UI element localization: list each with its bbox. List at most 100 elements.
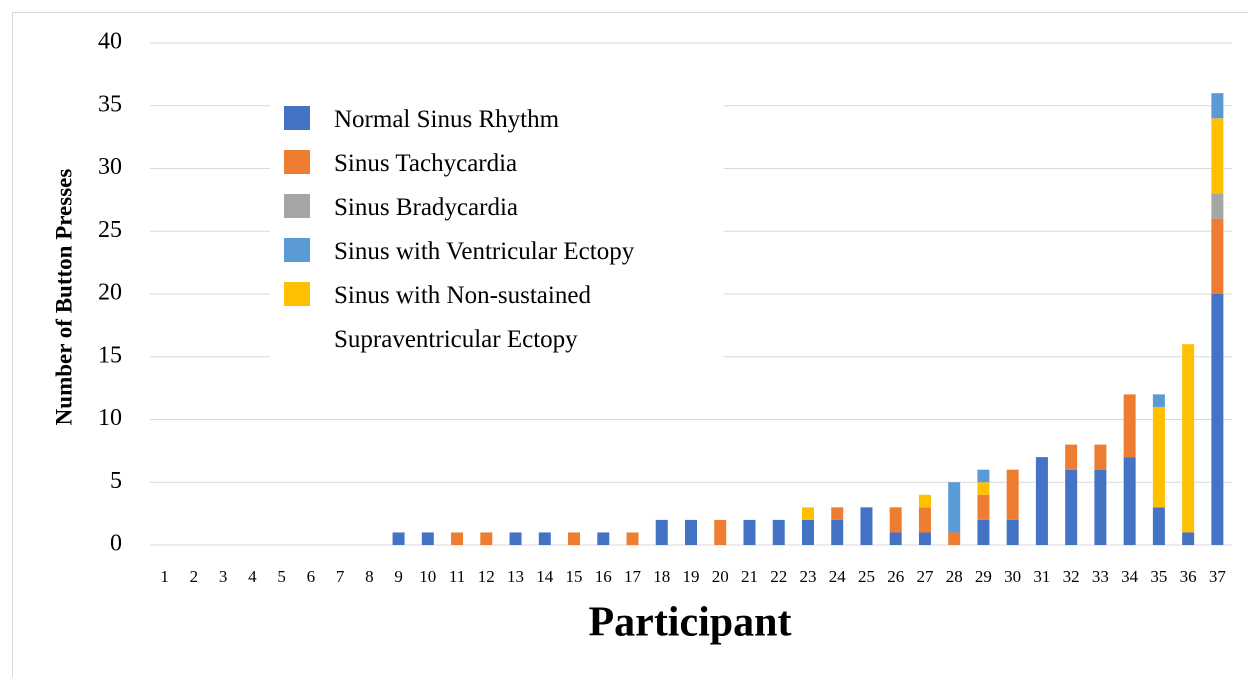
- x-tick-label: 31: [1033, 567, 1050, 586]
- x-tick-label: 7: [336, 567, 345, 586]
- legend-swatch: [284, 150, 310, 174]
- legend-swatch: [284, 194, 310, 218]
- x-axis-title: Participant: [589, 600, 792, 646]
- bar-segment: [919, 495, 931, 508]
- x-tick-label: 30: [1004, 567, 1021, 586]
- x-tick-label: 5: [277, 567, 286, 586]
- x-tick-label: 27: [916, 567, 934, 586]
- x-tick-label: 36: [1180, 567, 1197, 586]
- x-tick-label: 16: [595, 567, 612, 586]
- x-tick-label: 6: [307, 567, 316, 586]
- bar-segment: [1182, 344, 1194, 532]
- x-tick-label: 22: [770, 567, 787, 586]
- bar-segment: [568, 532, 580, 545]
- x-tick-label: 3: [219, 567, 228, 586]
- y-tick-label: 25: [98, 217, 122, 243]
- bar-segment: [1124, 394, 1136, 457]
- x-tick-label: 26: [887, 567, 904, 586]
- bar-segment: [539, 532, 551, 545]
- y-tick-label: 35: [98, 91, 122, 117]
- x-tick-label: 17: [624, 567, 642, 586]
- bar-segment: [714, 520, 726, 545]
- bar-segment: [773, 520, 785, 545]
- x-tick-label: 2: [190, 567, 199, 586]
- x-tick-label: 20: [712, 567, 729, 586]
- bar-segment: [685, 520, 697, 545]
- y-tick-label: 40: [98, 29, 122, 55]
- bar-segment: [480, 532, 492, 545]
- y-tick-label: 15: [98, 342, 122, 368]
- bar-segment: [1094, 445, 1106, 470]
- bar-segment: [656, 520, 668, 545]
- x-tick-label: 1: [160, 567, 169, 586]
- bar-segment: [1094, 470, 1106, 545]
- bar-segment: [627, 532, 639, 545]
- x-tick-label: 12: [478, 567, 495, 586]
- x-tick-label: 23: [799, 567, 816, 586]
- legend-item: Sinus Bradycardia: [284, 186, 724, 230]
- x-tick-label: 21: [741, 567, 758, 586]
- legend-swatch: [284, 282, 310, 306]
- bar-segment: [1036, 457, 1048, 545]
- bar-segment: [831, 520, 843, 545]
- legend-label: Sinus Tachycardia: [334, 142, 664, 186]
- legend-label: Normal Sinus Rhythm: [334, 98, 664, 142]
- bar-segment: [510, 532, 522, 545]
- legend-swatch: [284, 238, 310, 262]
- x-tick-label: 37: [1209, 567, 1227, 586]
- legend-label: Sinus Bradycardia: [334, 186, 664, 230]
- bar-segment: [1211, 118, 1223, 193]
- bar-segment: [802, 507, 814, 520]
- y-tick-label: 5: [110, 468, 122, 494]
- bar-segment: [422, 532, 434, 545]
- bar-segment: [1211, 294, 1223, 545]
- bar-segment: [1065, 470, 1077, 545]
- legend-item: Sinus with Ventricular Ectopy: [284, 230, 724, 274]
- x-tick-label: 18: [653, 567, 670, 586]
- bar-segment: [597, 532, 609, 545]
- bar-segment: [393, 532, 405, 545]
- bar-segment: [451, 532, 463, 545]
- bar-segment: [919, 507, 931, 532]
- bar-segment: [1153, 394, 1165, 407]
- bar-segment: [1065, 445, 1077, 470]
- bar-segment: [743, 520, 755, 545]
- bar-segment: [977, 495, 989, 520]
- bar-segment: [948, 482, 960, 532]
- bar-segment: [977, 520, 989, 545]
- x-tick-label: 33: [1092, 567, 1109, 586]
- x-tick-label: 4: [248, 567, 257, 586]
- bar-segment: [1007, 470, 1019, 520]
- y-tick-label: 0: [110, 531, 122, 557]
- x-tick-label: 11: [449, 567, 465, 586]
- legend-label: Sinus with Non-sustained Supraventricula…: [334, 274, 664, 362]
- x-tick-label: 8: [365, 567, 374, 586]
- bar-segment: [1153, 507, 1165, 545]
- legend-swatch: [284, 106, 310, 130]
- legend-item: Normal Sinus Rhythm: [284, 98, 724, 142]
- x-tick-label: 35: [1150, 567, 1167, 586]
- bar-segment: [1211, 219, 1223, 294]
- bar-segment: [890, 532, 902, 545]
- bar-segment: [1182, 532, 1194, 545]
- x-tick-label: 13: [507, 567, 524, 586]
- y-axis-title: Number of Button Presses: [51, 169, 76, 426]
- y-tick-label: 20: [98, 280, 122, 306]
- y-tick-label: 30: [98, 154, 122, 180]
- x-tick-label: 10: [419, 567, 436, 586]
- bar-segment: [1211, 93, 1223, 118]
- bar-segment: [860, 507, 872, 545]
- bar-segment: [977, 482, 989, 495]
- y-tick-label: 10: [98, 405, 122, 431]
- x-tick-label: 19: [683, 567, 700, 586]
- x-tick-label: 15: [566, 567, 583, 586]
- x-tick-label: 34: [1121, 567, 1139, 586]
- bar-segment: [890, 507, 902, 532]
- bar-segment: [802, 520, 814, 545]
- bar-segment: [1007, 520, 1019, 545]
- legend-item: Sinus Tachycardia: [284, 142, 724, 186]
- x-tick-label: 29: [975, 567, 992, 586]
- x-tick-label: 28: [946, 567, 963, 586]
